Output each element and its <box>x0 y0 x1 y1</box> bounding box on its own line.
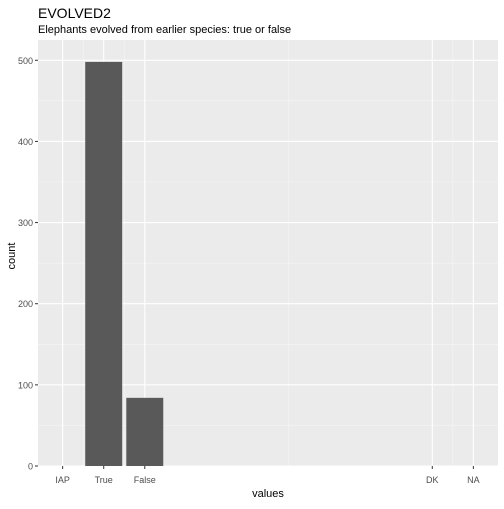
x-tick-label: DK <box>426 475 439 485</box>
x-tick-label: NA <box>467 475 480 485</box>
y-tick-label: 300 <box>18 218 33 228</box>
x-tick-label: True <box>95 475 113 485</box>
y-tick-label: 100 <box>18 380 33 390</box>
y-tick-label: 500 <box>18 56 33 66</box>
chart-subtitle: Elephants evolved from earlier species: … <box>38 24 291 36</box>
bar-true <box>85 61 123 467</box>
x-axis-label: values <box>252 488 284 500</box>
y-tick-label: 0 <box>28 462 33 472</box>
y-axis-label: count <box>6 243 18 270</box>
major-gridlines <box>38 40 498 467</box>
chart-title: EVOLVED2 <box>38 5 111 21</box>
x-tick-label: IAP <box>55 475 70 485</box>
bars <box>85 61 164 467</box>
bar-false <box>126 397 164 466</box>
x-tick-label: False <box>134 475 156 485</box>
y-tick-label: 200 <box>18 299 33 309</box>
x-axis: IAP True False DK NA <box>55 466 480 485</box>
y-tick-label: 400 <box>18 137 33 147</box>
y-axis: 0 100 200 300 400 500 <box>18 56 38 472</box>
